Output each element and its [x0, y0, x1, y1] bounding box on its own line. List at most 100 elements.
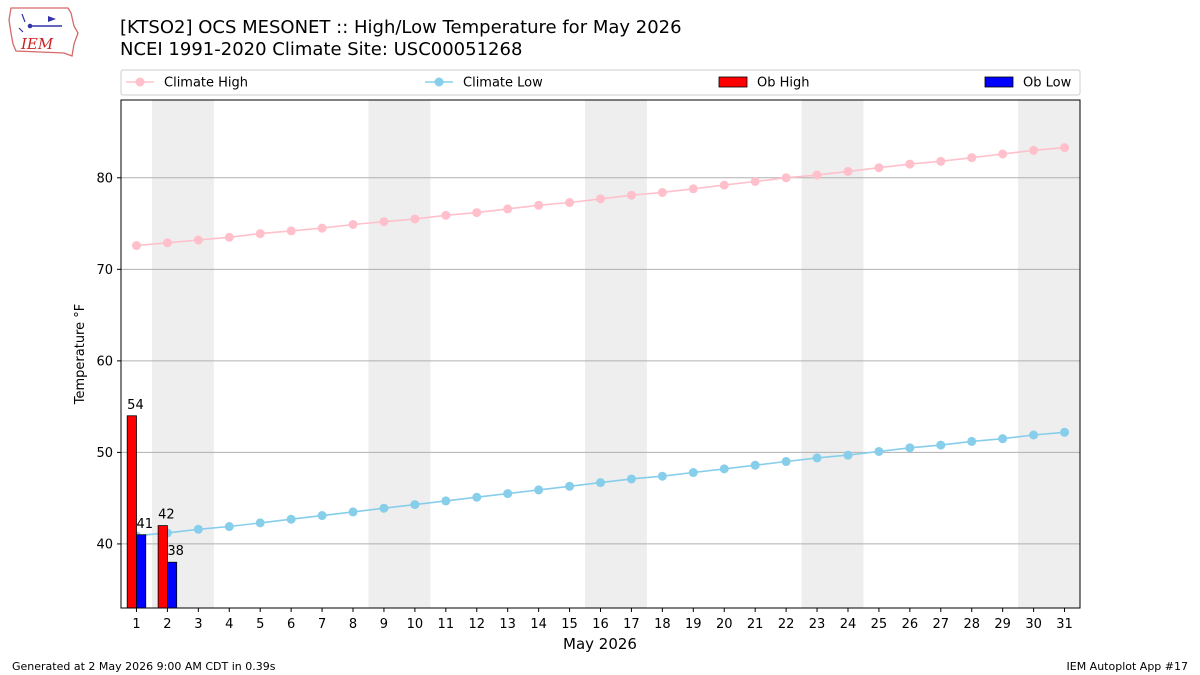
x-tick-label: 5 [256, 617, 264, 632]
climate-high-point [286, 226, 296, 236]
climate-high-point [565, 198, 575, 208]
x-tick-label: 13 [499, 617, 516, 632]
legend-ob-low-swatch [984, 76, 1014, 88]
legend-frame [120, 69, 1081, 96]
x-tick-label: 29 [994, 617, 1011, 632]
legend-climate-low-label: Climate Low [463, 76, 543, 91]
ob-high-bar [126, 415, 137, 609]
climate-high-point [688, 184, 698, 194]
y-tick-label: 80 [96, 171, 113, 186]
climate-high-point [317, 223, 327, 233]
climate-low-point [317, 511, 327, 521]
climate-high-point [534, 200, 544, 210]
climate-low-point [224, 522, 234, 532]
x-axis-label: May 2026 [563, 635, 637, 653]
x-tick-label: 23 [809, 617, 826, 632]
climate-high-point [905, 159, 915, 169]
climate-high-point [626, 190, 636, 200]
x-tick-label: 3 [194, 617, 202, 632]
ob-high-value-label: 54 [127, 398, 144, 413]
y-tick-label: 50 [96, 446, 113, 461]
climate-high-point [410, 214, 420, 224]
climate-high-point [719, 180, 729, 190]
x-tick-label: 2 [163, 617, 171, 632]
climate-low-point [843, 450, 853, 460]
y-tick-label: 40 [96, 537, 113, 552]
x-tick-label: 24 [840, 617, 857, 632]
x-tick-label: 17 [623, 617, 640, 632]
generated-timestamp: Generated at 2 May 2026 9:00 AM CDT in 0… [12, 660, 276, 673]
y-tick-label: 60 [96, 354, 113, 369]
climate-low-point [1029, 430, 1039, 440]
climate-high-point [657, 187, 667, 197]
climate-low-point [441, 496, 451, 506]
climate-high-point [781, 173, 791, 183]
climate-low-point [998, 434, 1008, 444]
climate-high-point [596, 194, 605, 204]
ob-high-value-label: 42 [158, 508, 175, 523]
climate-high-point [472, 208, 482, 218]
x-tick-label: 9 [380, 617, 388, 632]
climate-high-point [193, 235, 203, 245]
x-tick-label: 28 [963, 617, 980, 632]
chart-title: [KTSO2] OCS MESONET :: High/Low Temperat… [120, 17, 682, 38]
chart-subtitle: NCEI 1991-2020 Climate Site: USC00051268 [120, 39, 523, 60]
climate-low-point [905, 443, 915, 453]
x-tick-label: 11 [438, 617, 455, 632]
svg-text:IEM: IEM [20, 35, 54, 53]
y-axis-ticks: 40 50 60 70 80 [96, 171, 121, 552]
climate-high-point [843, 166, 853, 176]
ob-low-bar [136, 534, 147, 609]
x-tick-label: 8 [349, 617, 357, 632]
y-tick-label: 70 [96, 263, 113, 278]
legend-climate-high-label: Climate High [164, 76, 248, 91]
climate-low-point [565, 481, 575, 491]
x-axis-ticks: 1 2 3 4 5 6 7 8 9 10 11 12 13 14 15 16 17 18 19 20 21 22 23 24 2… [132, 608, 1073, 632]
legend-climate-low-marker [434, 77, 444, 87]
legend-ob-high-label: Ob High [757, 76, 810, 91]
x-tick-label: 15 [561, 617, 578, 632]
ob-low-value-label: 38 [167, 544, 184, 559]
x-tick-label: 25 [871, 617, 888, 632]
climate-high-point [379, 217, 389, 227]
x-tick-label: 1 [132, 617, 140, 632]
x-tick-label: 10 [407, 617, 424, 632]
climate-high-point [131, 241, 141, 251]
x-tick-label: 27 [933, 617, 950, 632]
x-tick-label: 26 [902, 617, 919, 632]
x-tick-label: 31 [1056, 617, 1073, 632]
x-tick-label: 6 [287, 617, 295, 632]
climate-low-point [626, 474, 636, 484]
climate-high-point [255, 229, 265, 239]
legend: Climate High Climate Low Ob High Ob Low [120, 69, 1081, 96]
legend-ob-high-swatch [718, 76, 748, 88]
x-tick-label: 21 [747, 617, 764, 632]
climate-high-point [503, 204, 513, 214]
climate-high-point [1060, 143, 1070, 153]
climate-low-point [472, 492, 482, 502]
x-tick-label: 16 [592, 617, 609, 632]
climate-low-point [348, 507, 358, 517]
legend-climate-high-marker [135, 77, 145, 87]
weekend-band [801, 100, 864, 608]
x-tick-label: 14 [530, 617, 547, 632]
climate-high-point [1029, 145, 1039, 155]
weekend-band [151, 100, 214, 608]
x-tick-label: 19 [685, 617, 702, 632]
ob-low-value-label: 41 [136, 517, 153, 532]
climate-low-point [534, 485, 544, 495]
climate-lines [131, 143, 1070, 541]
climate-low-point [874, 446, 884, 456]
x-tick-label: 18 [654, 617, 671, 632]
y-axis-label: Temperature °F [73, 304, 88, 405]
climate-low-point [812, 453, 822, 463]
climate-high-point [874, 163, 884, 173]
climate-high-point [936, 156, 946, 166]
bar-value-labels: 54 42 41 38 [127, 398, 184, 559]
x-tick-label: 20 [716, 617, 733, 632]
climate-high-point [967, 153, 977, 163]
climate-high-point [812, 170, 822, 180]
y-gridlines [121, 177, 1080, 545]
climate-low-point [750, 460, 760, 470]
